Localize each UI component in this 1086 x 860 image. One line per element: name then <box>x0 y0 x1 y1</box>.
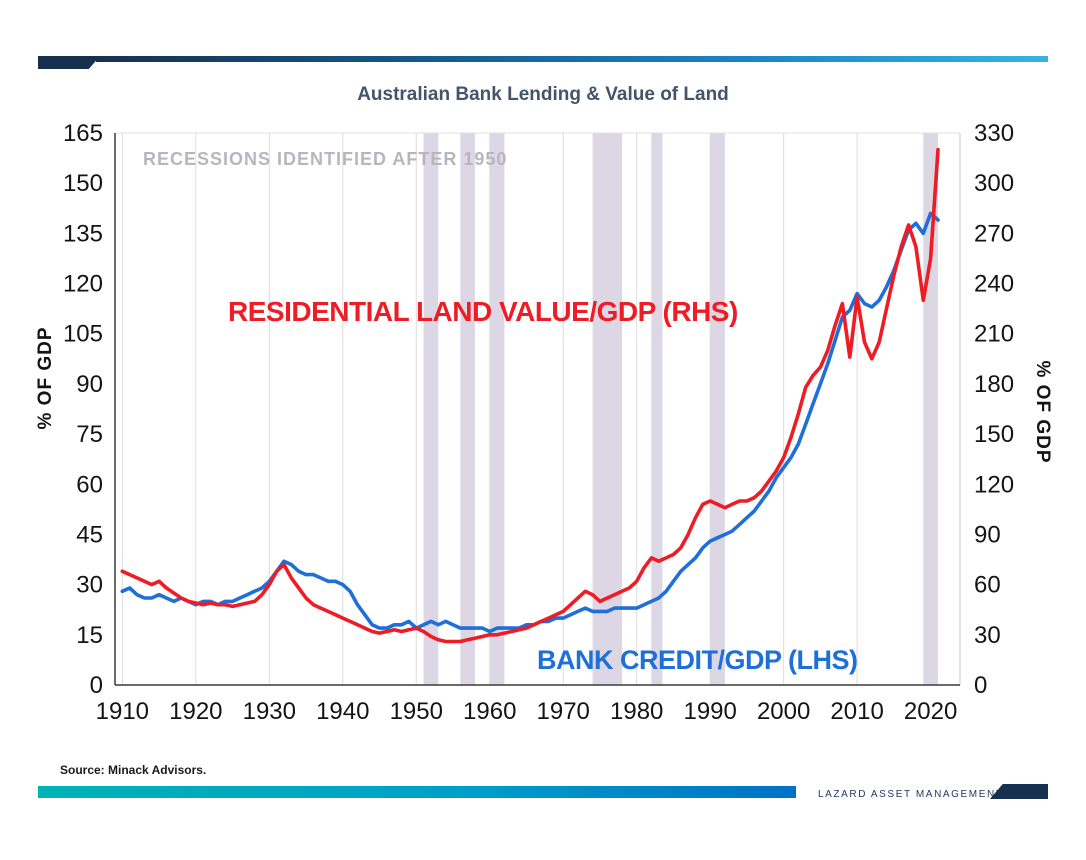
svg-text:1950: 1950 <box>390 698 443 725</box>
svg-text:1960: 1960 <box>463 698 516 725</box>
svg-text:1930: 1930 <box>243 698 296 725</box>
svg-text:240: 240 <box>974 271 1014 298</box>
svg-text:90: 90 <box>974 521 1001 548</box>
svg-text:30: 30 <box>974 622 1001 649</box>
svg-text:60: 60 <box>974 572 1001 599</box>
svg-text:45: 45 <box>76 521 103 548</box>
top-navy-block <box>38 56 100 69</box>
source-note: Source: Minack Advisors. <box>60 763 207 777</box>
svg-text:0: 0 <box>90 672 103 699</box>
left-axis-label: % OF GDP <box>35 326 56 430</box>
svg-text:150: 150 <box>974 421 1014 448</box>
svg-text:60: 60 <box>76 471 103 498</box>
svg-text:2000: 2000 <box>757 698 810 725</box>
svg-text:90: 90 <box>76 371 103 398</box>
svg-text:15: 15 <box>76 622 103 649</box>
svg-text:300: 300 <box>974 170 1014 197</box>
svg-text:1970: 1970 <box>537 698 590 725</box>
svg-text:0: 0 <box>974 672 987 699</box>
svg-text:75: 75 <box>76 421 103 448</box>
svg-text:120: 120 <box>63 271 103 298</box>
svg-text:135: 135 <box>63 220 103 247</box>
svg-text:150: 150 <box>63 170 103 197</box>
svg-text:30: 30 <box>76 572 103 599</box>
top-gradient-strip <box>96 56 1048 62</box>
red-series-label: RESIDENTIAL LAND VALUE/GDP (RHS) <box>228 296 738 327</box>
svg-text:1940: 1940 <box>316 698 369 725</box>
svg-text:210: 210 <box>974 321 1014 348</box>
footer-gradient-bar <box>38 786 796 798</box>
svg-text:1920: 1920 <box>169 698 222 725</box>
svg-text:2010: 2010 <box>830 698 883 725</box>
svg-text:180: 180 <box>974 371 1014 398</box>
svg-text:1980: 1980 <box>610 698 663 725</box>
svg-text:120: 120 <box>974 471 1014 498</box>
svg-text:105: 105 <box>63 321 103 348</box>
right-axis-label: % OF GDP <box>1032 360 1053 464</box>
recessions-note: RECESSIONS IDENTIFIED AFTER 1950 <box>143 149 508 169</box>
svg-text:165: 165 <box>63 120 103 147</box>
brand-text: LAZARD ASSET MANAGEMENT <box>818 789 1004 800</box>
svg-text:1990: 1990 <box>683 698 736 725</box>
chart-title: Australian Bank Lending & Value of Land <box>357 84 729 105</box>
svg-text:1910: 1910 <box>96 698 149 725</box>
svg-text:330: 330 <box>974 120 1014 147</box>
blue-series-label: BANK CREDIT/GDP (LHS) <box>537 645 858 675</box>
svg-text:2020: 2020 <box>904 698 957 725</box>
svg-text:270: 270 <box>974 220 1014 247</box>
footer-navy-block <box>990 784 1048 799</box>
